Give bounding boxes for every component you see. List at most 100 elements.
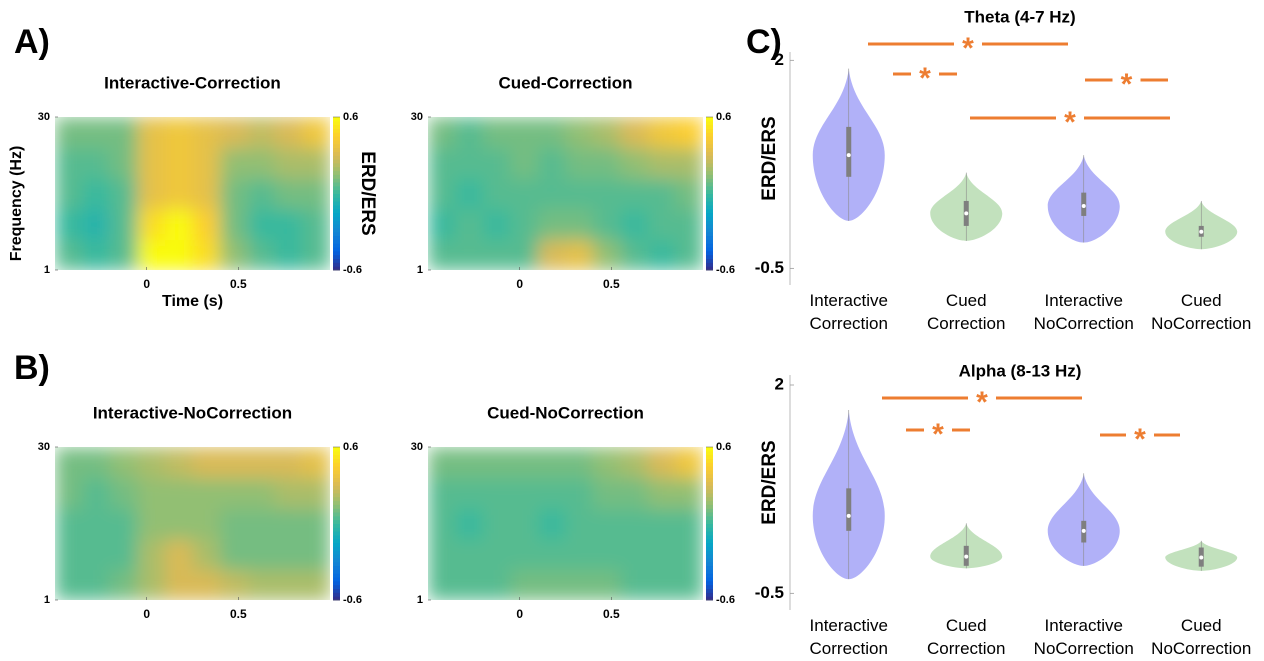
y-axis-label: ERD/ERS bbox=[759, 116, 780, 200]
heatmap-cell bbox=[566, 569, 594, 600]
colorbar-swatch bbox=[333, 455, 340, 459]
colorbar-swatch bbox=[706, 478, 713, 482]
x-tick-label: Cued NoCorrection bbox=[1142, 614, 1260, 660]
heatmap-cell bbox=[648, 178, 676, 209]
colorbar-swatch bbox=[333, 163, 340, 167]
colorbar-swatch bbox=[333, 213, 340, 217]
colorbar-swatch bbox=[706, 132, 713, 136]
colorbar-swatch bbox=[706, 174, 713, 178]
colorbar-swatch bbox=[333, 562, 340, 566]
heatmap-cell bbox=[483, 117, 511, 148]
colorbar-swatch bbox=[706, 243, 713, 247]
heatmap-cell bbox=[83, 239, 111, 270]
chart-title: Interactive-NoCorrection bbox=[93, 403, 292, 422]
heatmap-cell bbox=[303, 569, 331, 600]
x-tick-label: Interactive Correction bbox=[790, 289, 908, 335]
heatmap-cell bbox=[275, 508, 303, 539]
colorbar-swatch bbox=[706, 550, 713, 554]
colorbar-swatch bbox=[333, 554, 340, 558]
colorbar-swatch bbox=[706, 178, 713, 182]
colorbar-swatch bbox=[706, 481, 713, 485]
heatmap-cell bbox=[193, 569, 221, 600]
heatmap-cell bbox=[275, 148, 303, 179]
colorbar-swatch bbox=[333, 569, 340, 573]
colorbar-swatch bbox=[333, 497, 340, 501]
significance-label: * bbox=[1134, 423, 1146, 456]
colorbar-swatch bbox=[333, 236, 340, 240]
heatmap-cell bbox=[676, 478, 704, 509]
heatmap-cell bbox=[566, 117, 594, 148]
colorbar-swatch bbox=[706, 462, 713, 466]
heatmap-cell bbox=[483, 478, 511, 509]
colorbar-swatch bbox=[333, 151, 340, 155]
colorbar-swatch bbox=[333, 573, 340, 577]
violin-median bbox=[1082, 204, 1086, 208]
colorbar-tick-label: 0.6 bbox=[716, 441, 731, 453]
heatmap-cell bbox=[511, 508, 539, 539]
heatmap-cell bbox=[303, 178, 331, 209]
heatmap-cell bbox=[220, 478, 248, 509]
heatmap-cell bbox=[220, 508, 248, 539]
heatmap-cell bbox=[428, 478, 456, 509]
significance-label: * bbox=[919, 62, 931, 95]
colorbar-swatch bbox=[333, 251, 340, 255]
heatmap-cell bbox=[110, 178, 138, 209]
heatmap-cells bbox=[428, 117, 704, 271]
heatmap-cell bbox=[110, 447, 138, 478]
heatmap bbox=[55, 447, 331, 601]
y-axis-label: ERD/ERS bbox=[759, 440, 780, 524]
x-tick-label: Interactive NoCorrection bbox=[1025, 289, 1143, 335]
heatmap-cell bbox=[428, 117, 456, 148]
heatmap-cell bbox=[275, 478, 303, 509]
colorbar-swatch bbox=[706, 128, 713, 132]
x-tick-label: 0 bbox=[516, 607, 523, 621]
y-tick-label: 30 bbox=[38, 441, 50, 453]
heatmap-cell bbox=[55, 508, 83, 539]
colorbar-tick-label: 0.6 bbox=[343, 441, 358, 453]
y-tick-label: 2 bbox=[775, 374, 784, 393]
colorbar-swatch bbox=[333, 493, 340, 497]
heatmap bbox=[55, 117, 331, 271]
colorbar-swatch bbox=[706, 501, 713, 505]
colorbar-tick-label: -0.6 bbox=[716, 594, 735, 606]
heatmap-cell bbox=[593, 447, 621, 478]
colorbar-swatch bbox=[333, 485, 340, 489]
heatmap-cell bbox=[138, 569, 166, 600]
chart-title: Cued-Correction bbox=[498, 73, 632, 92]
colorbar-swatch bbox=[706, 554, 713, 558]
colorbar-swatch bbox=[333, 566, 340, 570]
colorbar-swatch bbox=[333, 470, 340, 474]
y-tick-label: -0.5 bbox=[755, 258, 784, 277]
heatmap-cell bbox=[648, 447, 676, 478]
colorbar-tick-label: 0.6 bbox=[716, 111, 731, 123]
heatmap-cell bbox=[593, 178, 621, 209]
heatmap-cell bbox=[456, 569, 484, 600]
heatmap-cell bbox=[220, 178, 248, 209]
heatmap-cell bbox=[566, 478, 594, 509]
colorbar-swatch bbox=[706, 228, 713, 232]
colorbar-swatch bbox=[333, 481, 340, 485]
heatmap-cell bbox=[648, 569, 676, 600]
heatmap-cell bbox=[220, 117, 248, 148]
heatmap-cells bbox=[55, 117, 331, 271]
heatmap-cell bbox=[110, 478, 138, 509]
heatmap-cell bbox=[566, 239, 594, 270]
heatmap-cell bbox=[621, 178, 649, 209]
heatmap-cell bbox=[648, 148, 676, 179]
colorbar-swatch bbox=[706, 474, 713, 478]
violin-median bbox=[1199, 230, 1203, 234]
colorbar-swatch bbox=[333, 140, 340, 144]
colorbar-swatch bbox=[706, 167, 713, 171]
colorbar-tick-label: 0.6 bbox=[343, 111, 358, 123]
violin-median bbox=[964, 555, 968, 559]
colorbar-swatch bbox=[333, 190, 340, 194]
heatmap-cell bbox=[138, 447, 166, 478]
colorbar-swatch bbox=[706, 512, 713, 516]
heatmap-cells bbox=[428, 447, 704, 601]
colorbar-swatch bbox=[706, 562, 713, 566]
heatmap-cell bbox=[165, 539, 193, 570]
colorbar-swatch bbox=[706, 216, 713, 220]
colorbar-swatch bbox=[333, 155, 340, 159]
heatmap-cell bbox=[165, 239, 193, 270]
chart-title: Theta (4-7 Hz) bbox=[964, 7, 1075, 26]
